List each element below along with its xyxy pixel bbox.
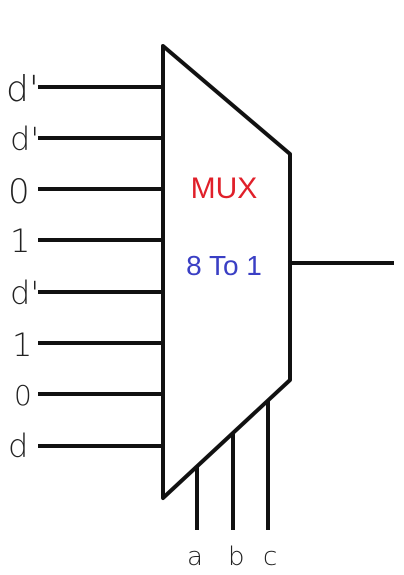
input-label-2: 0	[8, 172, 30, 212]
input-labels: d' d' 0 1 d' 1 0 d	[6, 69, 39, 465]
input-label-0: d'	[6, 69, 39, 110]
mux-subtitle: 8 To 1	[186, 250, 262, 281]
input-label-6: 0	[14, 379, 32, 412]
select-lines	[195, 400, 270, 530]
select-label-a: a	[187, 542, 203, 572]
input-label-7: d	[8, 427, 28, 465]
input-label-1: d'	[10, 120, 39, 158]
input-label-5: 1	[12, 326, 32, 364]
select-label-c: c	[263, 542, 277, 572]
mux-body	[161, 44, 292, 500]
select-label-b: b	[228, 542, 245, 572]
input-label-4: d'	[10, 274, 39, 312]
input-label-3: 1	[10, 222, 30, 260]
mux-title: MUX	[191, 172, 258, 205]
input-lines	[38, 85, 163, 448]
select-labels: a b c	[187, 542, 277, 572]
